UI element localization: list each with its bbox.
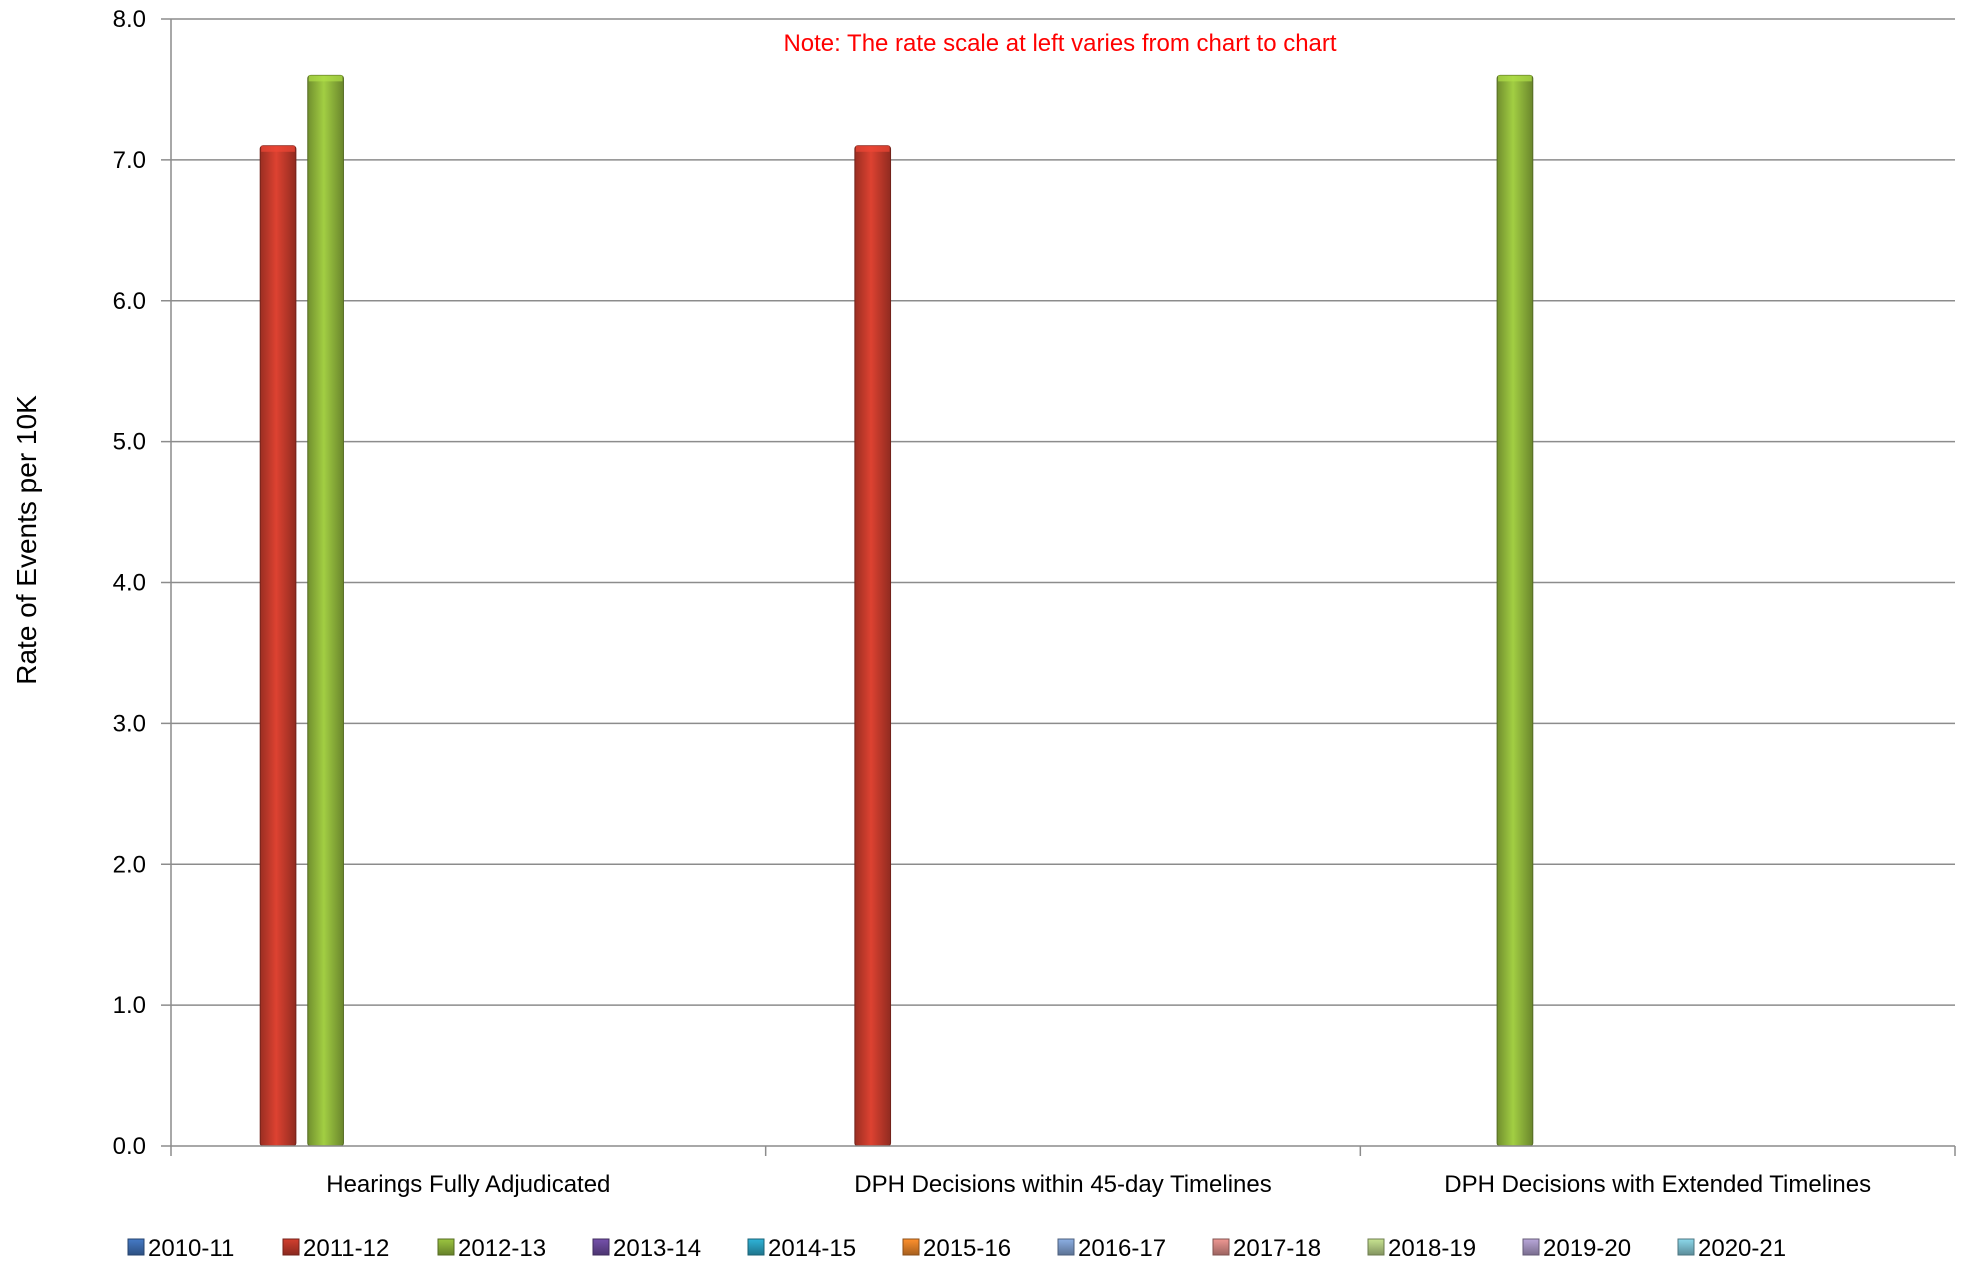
y-tick-label: 5.0 bbox=[113, 429, 146, 456]
legend-label: 2013-14 bbox=[613, 1235, 701, 1262]
y-tick-label: 0.0 bbox=[113, 1133, 146, 1160]
legend-swatch bbox=[747, 1238, 765, 1256]
legend-label: 2016-17 bbox=[1078, 1235, 1166, 1262]
bar-2012-13 bbox=[1496, 74, 1534, 1147]
bar-highlight bbox=[261, 145, 295, 152]
y-tick-label: 3.0 bbox=[113, 710, 146, 737]
bar-2011-12 bbox=[259, 145, 297, 1147]
bar-highlight bbox=[308, 75, 343, 82]
y-tick-label: 4.0 bbox=[113, 570, 146, 597]
y-tick-label: 2.0 bbox=[113, 851, 146, 878]
axes: 0.0 1.0 2.0 3.0 4.0 5.0 6.0 7.0 8.0 Hearings Full… bbox=[113, 6, 1956, 1198]
bar-2012-13 bbox=[307, 74, 344, 1147]
legend-swatch bbox=[1057, 1238, 1075, 1256]
chart-note: Note: The rate scale at left varies from… bbox=[783, 30, 1336, 57]
gridlines bbox=[171, 18, 1955, 1006]
bars bbox=[259, 74, 1534, 1147]
legend-swatch bbox=[1367, 1238, 1385, 1256]
legend-label: 2014-15 bbox=[768, 1235, 856, 1262]
legend-swatch bbox=[437, 1238, 455, 1256]
bar-highlight bbox=[855, 145, 890, 152]
legend-label: 2010-11 bbox=[148, 1235, 234, 1262]
legend-swatch bbox=[1212, 1238, 1230, 1256]
legend-label: 2018-19 bbox=[1388, 1235, 1476, 1262]
legend-label: 2019-20 bbox=[1543, 1235, 1631, 1262]
legend: 2010-11 2011-12 2012-13 2013-14 2014-15 2015-… bbox=[127, 1235, 1786, 1262]
y-tick-label: 1.0 bbox=[113, 992, 146, 1019]
legend-swatch bbox=[902, 1238, 920, 1256]
legend-swatch bbox=[282, 1238, 300, 1256]
legend-swatch bbox=[1522, 1238, 1540, 1256]
y-tick-label: 6.0 bbox=[113, 288, 146, 315]
category-label: DPH Decisions within 45-day Timelines bbox=[854, 1171, 1272, 1198]
legend-label: 2012-13 bbox=[458, 1235, 546, 1262]
legend-swatch bbox=[127, 1238, 145, 1256]
category-label: DPH Decisions with Extended Timelines bbox=[1444, 1171, 1871, 1198]
legend-label: 2017-18 bbox=[1233, 1235, 1321, 1262]
legend-label: 2015-16 bbox=[923, 1235, 1011, 1262]
bar-2011-12 bbox=[854, 145, 892, 1147]
y-tick-label: 7.0 bbox=[113, 147, 146, 174]
bar-highlight bbox=[1498, 75, 1532, 82]
legend-swatch bbox=[1677, 1238, 1695, 1256]
legend-label: 2011-12 bbox=[303, 1235, 389, 1262]
legend-label: 2020-21 bbox=[1698, 1235, 1786, 1262]
category-label: Hearings Fully Adjudicated bbox=[326, 1171, 610, 1198]
y-axis-label: Rate of Events per 10K bbox=[11, 395, 42, 685]
y-tick-label: 8.0 bbox=[113, 6, 146, 33]
legend-swatch bbox=[592, 1238, 610, 1256]
